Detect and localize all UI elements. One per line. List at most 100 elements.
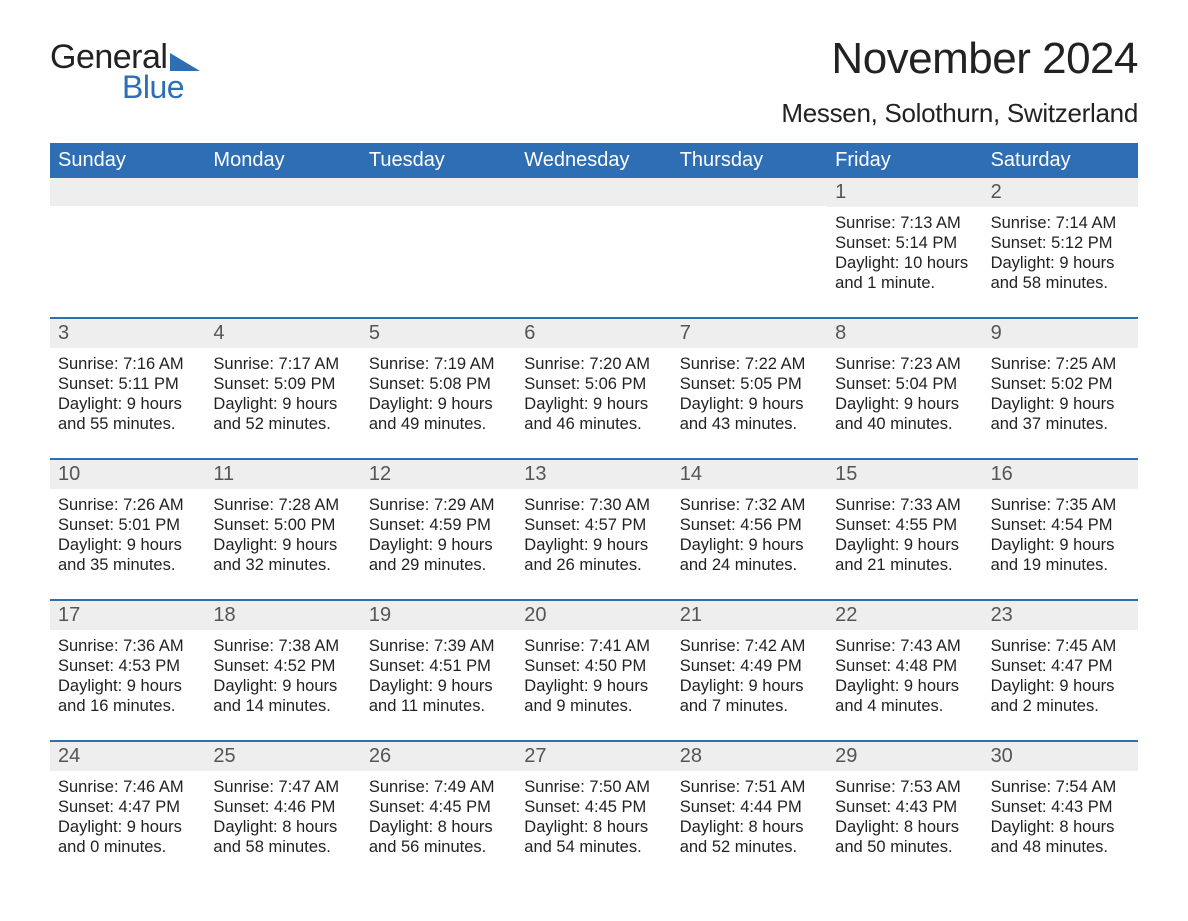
- sunset-text: Sunset: 5:11 PM: [58, 374, 197, 394]
- calendar-cell: 11Sunrise: 7:28 AMSunset: 5:00 PMDayligh…: [205, 460, 360, 599]
- daylight-text: and 58 minutes.: [213, 837, 352, 857]
- daylight-text: and 11 minutes.: [369, 696, 508, 716]
- sunset-text: Sunset: 4:59 PM: [369, 515, 508, 535]
- daylight-text: Daylight: 9 hours: [58, 535, 197, 555]
- daylight-text: and 2 minutes.: [991, 696, 1130, 716]
- calendar-cell: 20Sunrise: 7:41 AMSunset: 4:50 PMDayligh…: [516, 601, 671, 740]
- cell-body: [205, 206, 360, 212]
- daylight-text: Daylight: 9 hours: [835, 535, 974, 555]
- calendar-cell: 4Sunrise: 7:17 AMSunset: 5:09 PMDaylight…: [205, 319, 360, 458]
- sunrise-text: Sunrise: 7:32 AM: [680, 495, 819, 515]
- sunrise-text: Sunrise: 7:45 AM: [991, 636, 1130, 656]
- calendar-cell: 23Sunrise: 7:45 AMSunset: 4:47 PMDayligh…: [983, 601, 1138, 740]
- daylight-text: Daylight: 9 hours: [369, 535, 508, 555]
- calendar-cell: 29Sunrise: 7:53 AMSunset: 4:43 PMDayligh…: [827, 742, 982, 881]
- sunset-text: Sunset: 4:43 PM: [991, 797, 1130, 817]
- calendar-cell: 18Sunrise: 7:38 AMSunset: 4:52 PMDayligh…: [205, 601, 360, 740]
- cell-body: Sunrise: 7:17 AMSunset: 5:09 PMDaylight:…: [205, 348, 360, 434]
- calendar-cell: 26Sunrise: 7:49 AMSunset: 4:45 PMDayligh…: [361, 742, 516, 881]
- sunset-text: Sunset: 4:45 PM: [524, 797, 663, 817]
- sunset-text: Sunset: 4:50 PM: [524, 656, 663, 676]
- cell-body: Sunrise: 7:14 AMSunset: 5:12 PMDaylight:…: [983, 207, 1138, 293]
- day-number: 2: [983, 178, 1138, 207]
- calendar-cell: 25Sunrise: 7:47 AMSunset: 4:46 PMDayligh…: [205, 742, 360, 881]
- daylight-text: Daylight: 9 hours: [369, 676, 508, 696]
- week-row: 17Sunrise: 7:36 AMSunset: 4:53 PMDayligh…: [50, 599, 1138, 740]
- sunset-text: Sunset: 4:45 PM: [369, 797, 508, 817]
- calendar-cell: 21Sunrise: 7:42 AMSunset: 4:49 PMDayligh…: [672, 601, 827, 740]
- calendar-cell: 3Sunrise: 7:16 AMSunset: 5:11 PMDaylight…: [50, 319, 205, 458]
- day-number: 5: [361, 319, 516, 348]
- daylight-text: Daylight: 9 hours: [991, 394, 1130, 414]
- cell-body: Sunrise: 7:30 AMSunset: 4:57 PMDaylight:…: [516, 489, 671, 575]
- daylight-text: and 21 minutes.: [835, 555, 974, 575]
- cell-body: Sunrise: 7:29 AMSunset: 4:59 PMDaylight:…: [361, 489, 516, 575]
- cell-body: [50, 206, 205, 212]
- day-number: 14: [672, 460, 827, 489]
- daylight-text: and 52 minutes.: [680, 837, 819, 857]
- daylight-text: Daylight: 9 hours: [680, 394, 819, 414]
- sunrise-text: Sunrise: 7:41 AM: [524, 636, 663, 656]
- day-number: [672, 178, 827, 206]
- calendar-cell: 15Sunrise: 7:33 AMSunset: 4:55 PMDayligh…: [827, 460, 982, 599]
- sunset-text: Sunset: 4:56 PM: [680, 515, 819, 535]
- day-header: Thursday: [672, 143, 827, 178]
- day-number: 4: [205, 319, 360, 348]
- day-number: 11: [205, 460, 360, 489]
- sunrise-text: Sunrise: 7:22 AM: [680, 354, 819, 374]
- sunrise-text: Sunrise: 7:28 AM: [213, 495, 352, 515]
- calendar-cell: 9Sunrise: 7:25 AMSunset: 5:02 PMDaylight…: [983, 319, 1138, 458]
- cell-body: Sunrise: 7:36 AMSunset: 4:53 PMDaylight:…: [50, 630, 205, 716]
- daylight-text: and 50 minutes.: [835, 837, 974, 857]
- sunset-text: Sunset: 4:48 PM: [835, 656, 974, 676]
- daylight-text: Daylight: 9 hours: [991, 676, 1130, 696]
- sunset-text: Sunset: 4:49 PM: [680, 656, 819, 676]
- cell-body: Sunrise: 7:54 AMSunset: 4:43 PMDaylight:…: [983, 771, 1138, 857]
- cell-body: Sunrise: 7:43 AMSunset: 4:48 PMDaylight:…: [827, 630, 982, 716]
- daylight-text: and 48 minutes.: [991, 837, 1130, 857]
- cell-body: Sunrise: 7:53 AMSunset: 4:43 PMDaylight:…: [827, 771, 982, 857]
- sunrise-text: Sunrise: 7:13 AM: [835, 213, 974, 233]
- day-number: 28: [672, 742, 827, 771]
- sunrise-text: Sunrise: 7:17 AM: [213, 354, 352, 374]
- cell-body: Sunrise: 7:28 AMSunset: 5:00 PMDaylight:…: [205, 489, 360, 575]
- daylight-text: Daylight: 9 hours: [369, 394, 508, 414]
- sunrise-text: Sunrise: 7:50 AM: [524, 777, 663, 797]
- sunset-text: Sunset: 4:47 PM: [991, 656, 1130, 676]
- sunrise-text: Sunrise: 7:19 AM: [369, 354, 508, 374]
- daylight-text: and 43 minutes.: [680, 414, 819, 434]
- sunrise-text: Sunrise: 7:38 AM: [213, 636, 352, 656]
- day-number: 3: [50, 319, 205, 348]
- cell-body: Sunrise: 7:16 AMSunset: 5:11 PMDaylight:…: [50, 348, 205, 434]
- day-number: 15: [827, 460, 982, 489]
- day-number: 9: [983, 319, 1138, 348]
- sunrise-text: Sunrise: 7:16 AM: [58, 354, 197, 374]
- sunset-text: Sunset: 4:55 PM: [835, 515, 974, 535]
- day-number: 7: [672, 319, 827, 348]
- day-number: 21: [672, 601, 827, 630]
- week-row: 3Sunrise: 7:16 AMSunset: 5:11 PMDaylight…: [50, 317, 1138, 458]
- daylight-text: Daylight: 9 hours: [991, 535, 1130, 555]
- calendar-cell: 14Sunrise: 7:32 AMSunset: 4:56 PMDayligh…: [672, 460, 827, 599]
- day-number: 8: [827, 319, 982, 348]
- daylight-text: Daylight: 9 hours: [524, 535, 663, 555]
- sunset-text: Sunset: 5:14 PM: [835, 233, 974, 253]
- calendar-cell: 7Sunrise: 7:22 AMSunset: 5:05 PMDaylight…: [672, 319, 827, 458]
- sunrise-text: Sunrise: 7:35 AM: [991, 495, 1130, 515]
- day-number: 12: [361, 460, 516, 489]
- daylight-text: and 4 minutes.: [835, 696, 974, 716]
- daylight-text: Daylight: 9 hours: [58, 394, 197, 414]
- daylight-text: and 7 minutes.: [680, 696, 819, 716]
- logo-triangle-icon: [170, 51, 204, 71]
- daylight-text: and 29 minutes.: [369, 555, 508, 575]
- daylight-text: and 35 minutes.: [58, 555, 197, 575]
- calendar-cell: 19Sunrise: 7:39 AMSunset: 4:51 PMDayligh…: [361, 601, 516, 740]
- cell-body: [672, 206, 827, 212]
- sunrise-text: Sunrise: 7:36 AM: [58, 636, 197, 656]
- day-number: 18: [205, 601, 360, 630]
- cell-body: Sunrise: 7:46 AMSunset: 4:47 PMDaylight:…: [50, 771, 205, 857]
- calendar-cell: 13Sunrise: 7:30 AMSunset: 4:57 PMDayligh…: [516, 460, 671, 599]
- sunrise-text: Sunrise: 7:47 AM: [213, 777, 352, 797]
- day-header: Wednesday: [516, 143, 671, 178]
- daylight-text: and 56 minutes.: [369, 837, 508, 857]
